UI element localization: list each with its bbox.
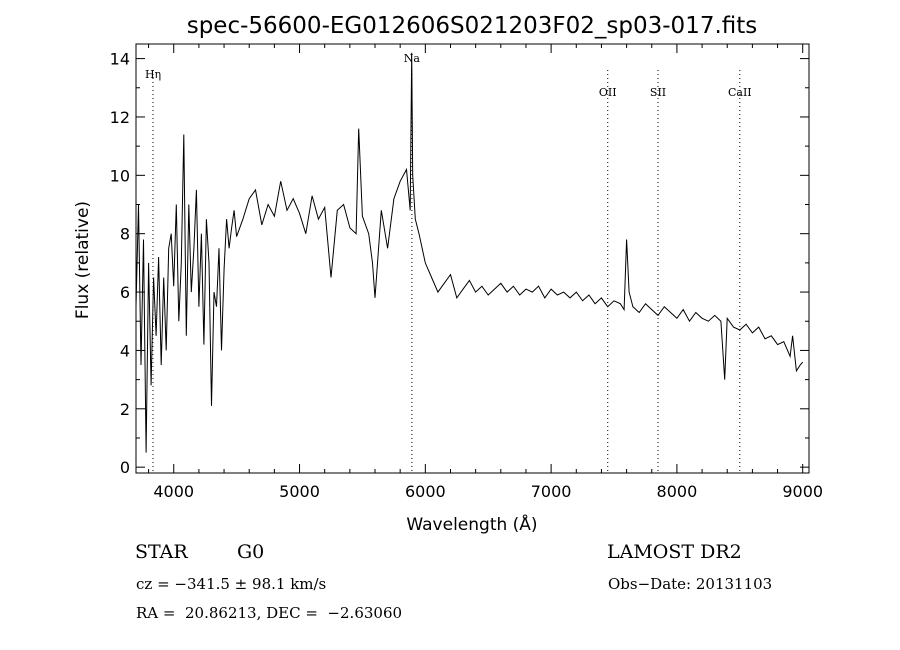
plot-frame bbox=[135, 43, 810, 474]
observation-date: Obs−Date: 20131103 bbox=[608, 575, 773, 593]
object-type: STAR bbox=[135, 541, 188, 563]
data-release: LAMOST DR2 bbox=[607, 541, 742, 563]
spectrum-series-line bbox=[135, 52, 804, 453]
x-tick-label: 7000 bbox=[531, 482, 572, 501]
x-tick-label: 5000 bbox=[279, 482, 320, 501]
y-tick-label: 8 bbox=[120, 225, 130, 244]
spectral-line-label: SII bbox=[650, 86, 666, 99]
redshift-cz: cz = −341.5 ± 98.1 km/s bbox=[136, 575, 327, 593]
spectral-line-label: OII bbox=[599, 86, 617, 99]
y-tick-label: 12 bbox=[110, 108, 130, 127]
spectral-line-label: CaII bbox=[728, 86, 752, 99]
y-tick-label: 0 bbox=[120, 458, 130, 477]
x-tick-label: 8000 bbox=[657, 482, 698, 501]
spectral-subclass: G0 bbox=[237, 541, 265, 563]
y-tick-label: 14 bbox=[110, 50, 130, 69]
y-axis-label: Flux (relative) bbox=[73, 201, 93, 319]
spectral-line-label: Hη bbox=[145, 68, 161, 81]
y-tick-label: 6 bbox=[120, 283, 130, 302]
x-axis-label: Wavelength (Å) bbox=[406, 513, 537, 535]
x-tick-label: 9000 bbox=[782, 482, 823, 501]
coordinates: RA = 20.86213, DEC = −2.63060 bbox=[136, 604, 403, 622]
y-tick-label: 4 bbox=[120, 341, 130, 360]
y-tick-label: 2 bbox=[120, 400, 130, 419]
y-tick-label: 10 bbox=[110, 166, 130, 185]
chart-title: spec-56600-EG012606S021203F02_sp03-017.f… bbox=[187, 13, 758, 39]
x-tick-label: 4000 bbox=[153, 482, 194, 501]
x-tick-label: 6000 bbox=[405, 482, 446, 501]
